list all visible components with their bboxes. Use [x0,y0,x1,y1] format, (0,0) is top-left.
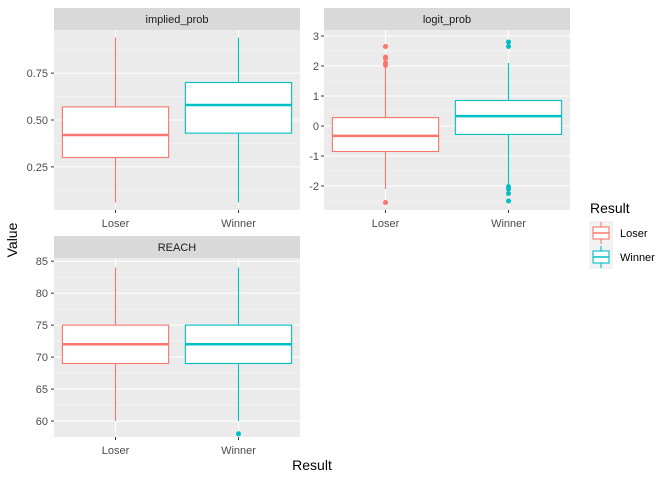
y-tick-label: 65 [36,384,48,396]
x-tick-label: Loser [102,445,130,457]
y-tick-label: 60 [36,416,48,428]
y-tick-label: 0.25 [27,162,48,174]
outlier-point-loser [383,200,388,205]
facet-strip-label: implied_prob [146,14,209,26]
y-tick-label: -2 [309,181,319,193]
box-loser [331,117,440,153]
y-tick-label: 3 [313,31,319,43]
y-tick-label: 0 [313,121,319,133]
x-tick-label: Winner [221,218,256,230]
legend-label-loser: Loser [620,228,648,240]
y-tick-label: 2 [313,61,319,73]
y-tick-label: 1 [313,91,319,103]
outlier-point-loser [383,54,388,60]
y-tick-label: -1 [309,151,319,163]
facet-strip-implied_prob [54,8,300,30]
outlier-point-loser [383,60,388,66]
outlier-point-winner [506,191,511,196]
outlier-point-winner [506,186,511,192]
legend-title: Result [590,200,630,216]
y-axis-title: Value [4,222,20,257]
y-tick-label: 0.50 [27,115,48,127]
outlier-point-winner [506,39,511,45]
box-loser [61,106,170,159]
x-tick-label: Loser [372,218,400,230]
x-tick-label: Winner [221,445,256,457]
legend-label-winner: Winner [620,252,655,264]
y-tick-label: 85 [36,256,48,268]
y-tick-label: 0.75 [27,68,48,80]
box-winner [184,81,293,134]
facet-strip-label: logit_prob [423,14,471,26]
facet-strip-REACH [54,236,300,258]
x-tick-label: Winner [491,218,526,230]
x-tick-label: Loser [102,218,130,230]
facet-strip-label: REACH [158,242,197,254]
outlier-point-loser [383,44,388,49]
x-axis-title: Result [292,457,332,473]
outlier-point-winner [506,198,511,204]
outlier-point-winner [506,44,511,49]
y-tick-label: 70 [36,352,48,364]
y-tick-label: 80 [36,288,48,300]
facet-strip-logit_prob [324,8,570,30]
y-tick-label: 75 [36,320,48,332]
box-winner [454,99,563,135]
outlier-point-winner [236,431,241,437]
